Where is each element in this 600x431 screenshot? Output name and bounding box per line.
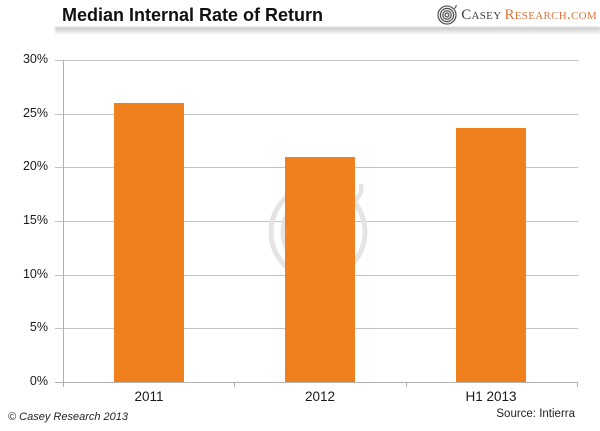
- y-axis-label: 25%: [22, 106, 48, 120]
- x-axis-tick: [406, 383, 407, 387]
- y-axis-label: 15%: [22, 213, 48, 227]
- x-axis-tick: [63, 383, 64, 387]
- copyright-text: © Casey Research 2013: [8, 411, 129, 423]
- x-axis-tick: [577, 383, 578, 387]
- spiral-logo-icon: [437, 4, 458, 25]
- x-axis-label: 2011: [134, 389, 164, 404]
- y-axis-label: 30%: [22, 52, 48, 66]
- x-axis-line: [55, 382, 578, 383]
- brand-name-casey: Casey: [461, 6, 502, 23]
- y-axis-label: 5%: [29, 320, 48, 334]
- x-axis-label: 2012: [304, 389, 336, 404]
- gridline-25%: [55, 114, 578, 115]
- bar-2011: [114, 103, 184, 382]
- x-axis-tick: [234, 383, 235, 387]
- brand-logo: Casey Research.com: [436, 4, 597, 26]
- y-axis-label: 10%: [22, 267, 48, 281]
- brand-name-researchcom: Research.com: [504, 6, 597, 23]
- source-text: Source: Intierra: [496, 408, 575, 420]
- bar-h1-2013: [456, 128, 526, 382]
- chart-title: Median Internal Rate of Return: [62, 5, 324, 25]
- gridline-30%: [55, 60, 578, 61]
- x-axis-label: H1 2013: [465, 389, 517, 404]
- bar-2012: [285, 157, 355, 382]
- y-axis-label: 20%: [22, 159, 48, 173]
- header-shadow-divider: [55, 27, 600, 35]
- y-axis-label: 0%: [29, 374, 48, 388]
- y-axis-line: [63, 60, 64, 383]
